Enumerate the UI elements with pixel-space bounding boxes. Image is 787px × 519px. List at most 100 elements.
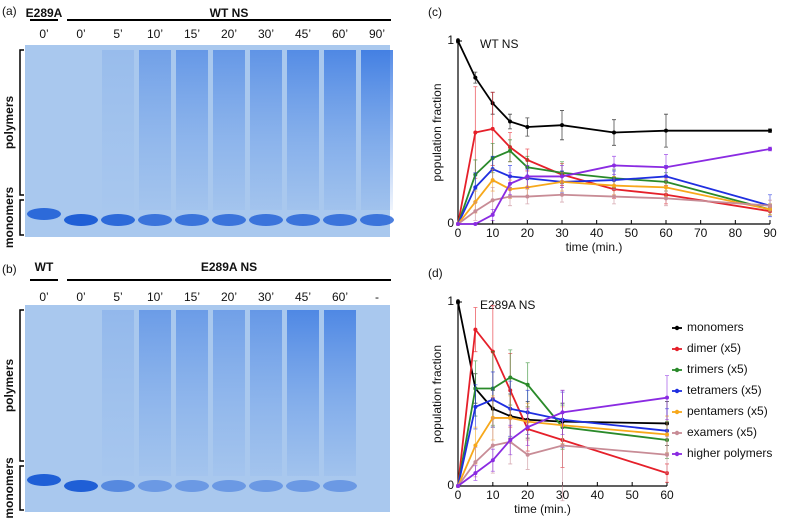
x-tick-label: 0 — [455, 488, 462, 502]
legend-label: tetramers (x5) — [687, 383, 762, 397]
x-tick-label: 10 — [486, 488, 500, 502]
point — [768, 128, 772, 133]
polymer-smear — [287, 310, 319, 476]
point — [490, 458, 495, 463]
legend-dot — [674, 367, 680, 373]
polymer-smear — [324, 310, 356, 476]
x-tick-label: 40 — [590, 226, 604, 240]
point — [665, 432, 669, 437]
y-tick-label: 0 — [447, 216, 454, 230]
monomer-band — [175, 480, 209, 492]
x-axis-label: time (min.) — [514, 502, 571, 516]
chart-title: E289A NS — [480, 298, 535, 312]
lane-label: 0’ — [39, 290, 48, 304]
point — [490, 198, 495, 203]
polymer-smear — [213, 310, 245, 476]
lane-label: 5’ — [113, 290, 122, 304]
y-tick-label: 1 — [447, 33, 454, 47]
lane-label: 30’ — [258, 27, 274, 41]
bracket — [19, 199, 24, 236]
y-tick-label: 1 — [447, 294, 454, 308]
polymer-smear — [139, 310, 171, 476]
point — [664, 128, 668, 133]
x-tick-label: 20 — [521, 226, 535, 240]
monomer-band — [249, 214, 283, 226]
point — [473, 75, 478, 80]
monomer-band — [360, 214, 394, 226]
legend-label: higher polymers — [687, 446, 772, 460]
lane-label: 60’ — [332, 27, 348, 41]
gel-y-label: monomers — [2, 457, 16, 519]
lane-label: 90’ — [369, 27, 385, 41]
monomer-band — [286, 480, 320, 492]
point — [664, 185, 668, 190]
y-axis-label: population fraction — [430, 345, 444, 443]
point — [612, 130, 616, 135]
point — [560, 410, 565, 415]
panel-label: (b) — [2, 262, 17, 276]
point — [456, 39, 460, 43]
point — [473, 130, 478, 135]
panel-label: (d) — [428, 266, 443, 280]
point — [525, 452, 530, 457]
point — [456, 484, 460, 488]
polymer-smear — [361, 50, 393, 210]
polymer-smear — [213, 50, 245, 210]
point — [473, 209, 478, 214]
point — [473, 471, 478, 476]
monomer-band — [323, 214, 357, 226]
lane-label: 30’ — [258, 290, 274, 304]
monomer-band — [101, 480, 135, 492]
lane-label: 15’ — [184, 290, 200, 304]
polymer-smear — [139, 50, 171, 210]
legend-dot — [674, 325, 680, 331]
lane-label: 0’ — [76, 27, 85, 41]
x-tick-label: 40 — [591, 488, 605, 502]
lane-label: 0’ — [39, 27, 48, 41]
x-tick-label: 50 — [625, 488, 639, 502]
polymer-smear — [324, 50, 356, 210]
x-tick-label: 80 — [729, 226, 743, 240]
point — [560, 123, 564, 128]
point — [473, 327, 478, 332]
point — [490, 212, 495, 217]
point — [665, 395, 669, 400]
point — [612, 194, 616, 199]
point — [508, 194, 512, 199]
polymer-smear — [102, 50, 134, 210]
point — [473, 443, 478, 448]
monomer-band — [64, 214, 98, 226]
group-label: WT NS — [210, 6, 249, 20]
point — [490, 178, 495, 183]
point — [665, 452, 669, 457]
point — [456, 222, 460, 226]
gel-y-label: polymers — [2, 358, 16, 412]
monomer-band — [212, 480, 246, 492]
point — [525, 194, 530, 199]
x-tick-label: 70 — [694, 226, 708, 240]
monomer-band — [175, 214, 209, 226]
monomer-band — [27, 208, 61, 220]
point — [525, 125, 530, 130]
monomer-band — [27, 474, 61, 486]
polymer-smear — [102, 310, 134, 476]
bracket — [19, 49, 24, 196]
legend-dot — [674, 388, 680, 394]
x-axis-label: time (min.) — [566, 240, 623, 254]
point — [473, 404, 478, 409]
point — [768, 146, 772, 151]
legend-label: trimers (x5) — [687, 362, 748, 376]
legend-dot — [674, 346, 680, 352]
lane-label: 10’ — [147, 27, 163, 41]
point — [664, 196, 668, 201]
monomer-band — [323, 480, 357, 492]
lane-label: 45’ — [295, 290, 311, 304]
monomer-band — [64, 480, 98, 492]
bracket — [19, 309, 24, 462]
monomer-band — [138, 214, 172, 226]
gel-y-label: monomers — [2, 187, 16, 249]
lane-label: 60’ — [332, 290, 348, 304]
point — [456, 300, 460, 304]
point — [560, 443, 565, 448]
